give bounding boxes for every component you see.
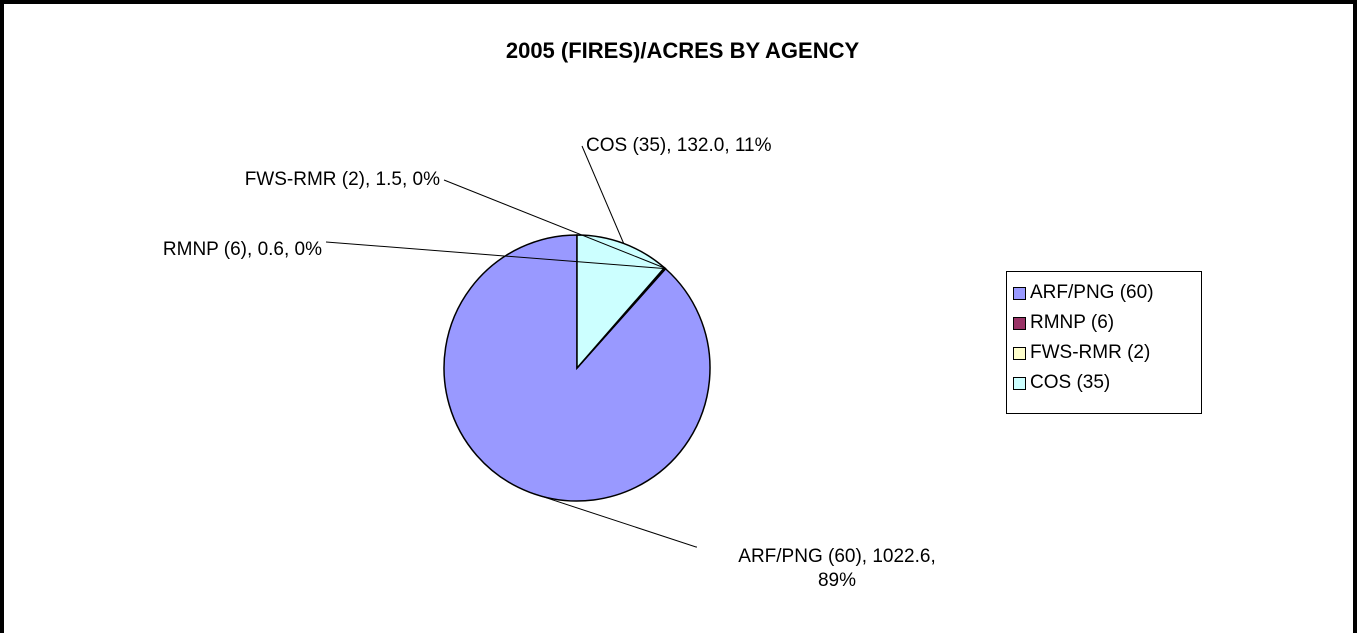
leader-line xyxy=(581,145,625,244)
data-label: FWS-RMR (2), 1.5, 0% xyxy=(245,169,440,190)
data-label: ARF/PNG (60), 1022.6, 89% xyxy=(738,546,935,591)
legend-item: ARF/PNG (60) xyxy=(1013,278,1201,308)
legend-item: COS (35) xyxy=(1013,368,1201,398)
leader-lines xyxy=(325,145,697,548)
legend-swatch xyxy=(1013,316,1026,330)
data-label: COS (35), 132.0, 11% xyxy=(586,135,772,156)
data-labels: ARF/PNG (60), 1022.6, 89% RMNP (6), 0.6, 0… xyxy=(163,135,936,591)
legend-label: FWS-RMR (2) xyxy=(1030,342,1151,363)
pie-chart: ARF/PNG (60), 1022.6, 89% RMNP (6), 0.6, 0… xyxy=(163,135,936,591)
leader-line xyxy=(529,491,697,548)
leader-line xyxy=(325,241,666,270)
legend-label: RMNP (6) xyxy=(1030,312,1115,333)
legend-swatch xyxy=(1013,346,1026,360)
leader-line xyxy=(443,179,665,269)
legend-swatch xyxy=(1013,286,1026,300)
legend: ARF/PNG (60) RMNP (6) FWS-RMR (2) COS (3… xyxy=(1006,271,1202,414)
data-label: RMNP (6), 0.6, 0% xyxy=(163,239,322,260)
legend-label: ARF/PNG (60) xyxy=(1030,282,1154,303)
legend-item: FWS-RMR (2) xyxy=(1013,338,1201,368)
data-label-line: 89% xyxy=(818,570,856,591)
legend-swatch xyxy=(1013,376,1026,390)
legend-item: RMNP (6) xyxy=(1013,308,1201,338)
legend-label: COS (35) xyxy=(1030,372,1111,393)
pie-slices xyxy=(443,234,711,502)
data-label-line: ARF/PNG (60), 1022.6, xyxy=(738,546,935,567)
chart-title: 2005 (FIRES)/ACRES BY AGENCY xyxy=(505,38,860,63)
